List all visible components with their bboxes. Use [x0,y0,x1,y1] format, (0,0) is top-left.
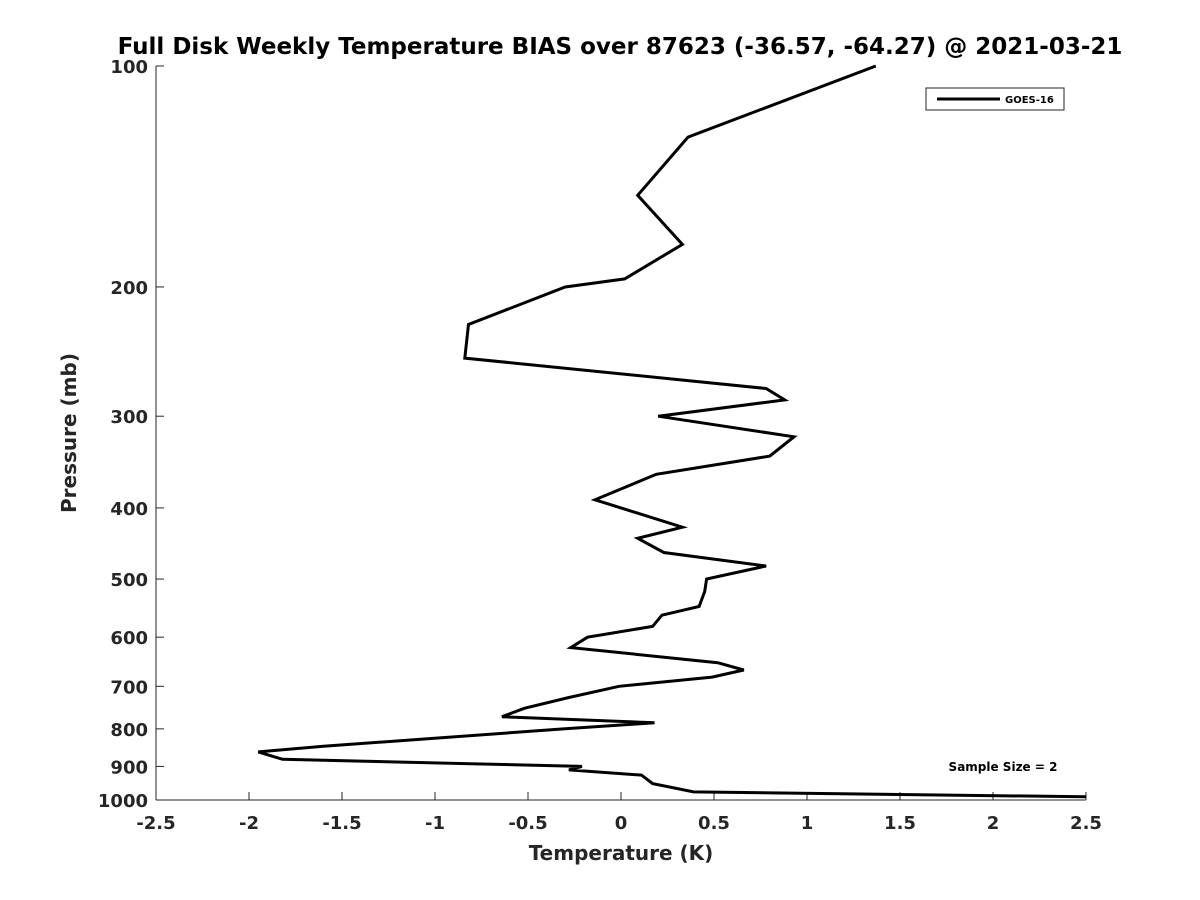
x-tick-label: -2 [239,813,259,834]
y-tick-label: 900 [110,757,148,778]
x-axis-label: Temperature (K) [529,841,714,865]
x-ticks: -2.5 -2 -1.5 -1 -0.5 0 0.5 1 1.5 2 2.5 [136,792,1102,834]
x-tick-label: 1 [801,813,814,834]
sample-size-annotation: Sample Size = 2 [949,760,1058,774]
y-tick-label: 200 [110,278,148,299]
y-tick-label: 500 [110,570,148,591]
legend: GOES-16 [925,87,1065,111]
y-tick-label: 600 [110,628,148,649]
x-tick-label: -2.5 [136,813,175,834]
chart-title: Full Disk Weekly Temperature BIAS over 8… [118,34,1123,60]
y-tick-label: 700 [110,677,148,698]
x-tick-label: -1.5 [322,813,361,834]
y-ticks: 100 200 300 400 500 600 700 800 900 1000 [98,57,164,812]
y-tick-label: 300 [110,407,148,428]
axes: -2.5 -2 -1.5 -1 -0.5 0 0.5 1 1.5 2 2.5 100 200 300 40… [98,57,1102,834]
y-tick-label: 800 [110,720,148,741]
y-tick-label: 100 [110,57,148,78]
x-tick-label: 0 [615,813,628,834]
legend-entry-goes-16: GOES-16 [1005,95,1054,106]
plot-area [257,64,1087,799]
series-line-0 [257,64,1087,799]
x-tick-label: 2.5 [1070,813,1102,834]
x-tick-label: 1.5 [884,813,916,834]
x-tick-label: 0.5 [698,813,730,834]
x-tick-label: 2 [987,813,1000,834]
y-tick-label: 1000 [98,791,148,812]
y-axis-label: Pressure (mb) [57,353,81,513]
x-tick-label: -0.5 [508,813,547,834]
y-tick-label: 400 [110,499,148,520]
x-tick-label: -1 [425,813,445,834]
